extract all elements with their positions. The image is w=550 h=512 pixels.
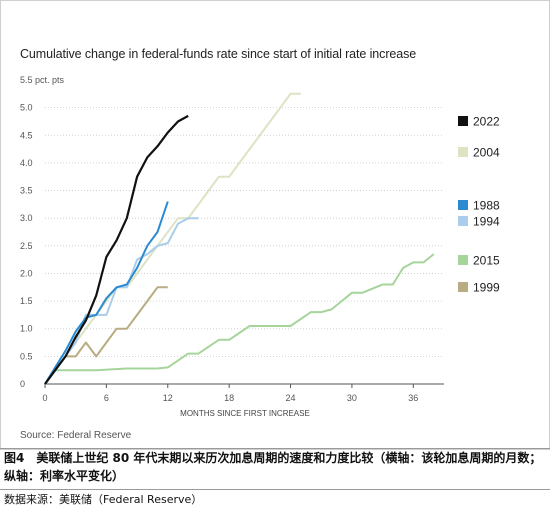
figure-caption: 图4 美联储上世纪 80 年代末期以来历次加息周期的速度和力度比较（横轴：该轮加… — [4, 451, 542, 483]
source-divider — [0, 489, 550, 490]
legend-label-1994: 1994 — [473, 215, 500, 229]
y-tick-label: 3.0 — [20, 213, 33, 223]
x-tick-label: 36 — [408, 393, 418, 403]
legend-label-2004: 2004 — [473, 146, 500, 160]
legend-swatch-2004 — [458, 147, 468, 157]
x-tick-label: 30 — [347, 393, 357, 403]
chart-series-lines — [44, 92, 435, 385]
y-tick-label: 0 — [20, 379, 25, 389]
y-tick-label: 2.5 — [20, 241, 33, 251]
x-tick-label: 12 — [163, 393, 173, 403]
y-tick-label: 3.5 — [20, 186, 33, 196]
y-tick-label: 5.0 — [20, 103, 33, 113]
y-tick-label: 1.0 — [20, 324, 33, 334]
chart-title: Cumulative change in federal-funds rate … — [20, 47, 417, 61]
legend-swatch-1988 — [458, 200, 468, 210]
x-tick-labels: 0 6 12 18 24 30 36 — [42, 393, 418, 403]
legend-swatch-1999 — [458, 282, 468, 292]
series-line-1988 — [44, 201, 169, 385]
chart-grid — [44, 107, 444, 388]
legend-label-1988: 1988 — [473, 199, 500, 213]
legend-swatch-2015 — [458, 255, 468, 265]
x-axis-label: MONTHS SINCE FIRST INCREASE — [180, 409, 310, 418]
series-line-2022 — [44, 114, 189, 385]
line-chart: 0 0.5 1.0 1.5 2.0 2.5 3.0 3.5 4.0 4.5 5.0 5.5 pct. … — [20, 75, 500, 418]
y-tick-label: 2.0 — [20, 268, 33, 278]
caption-divider — [0, 448, 550, 449]
series-line-1994 — [44, 217, 199, 385]
y-tick-label: 4.0 — [20, 158, 33, 168]
series-line-2004 — [44, 92, 301, 385]
chart-legend: 2022 2004 1988 1994 2015 1999 — [458, 115, 500, 295]
x-tick-label: 24 — [286, 393, 296, 403]
y-tick-label: 1.5 — [20, 296, 33, 306]
data-source-note: 数据来源：美联储（Federal Reserve） — [4, 493, 203, 506]
legend-label-2015: 2015 — [473, 254, 500, 268]
series-line-2015 — [44, 253, 435, 385]
x-tick-label: 18 — [224, 393, 234, 403]
legend-label-2022: 2022 — [473, 115, 500, 129]
legend-swatch-2022 — [458, 116, 468, 126]
x-tick-label: 0 — [42, 393, 47, 403]
x-tick-label: 6 — [104, 393, 109, 403]
y-tick-label: 5.5 pct. pts — [20, 75, 65, 85]
source-note: Source: Federal Reserve — [20, 430, 132, 441]
y-tick-label: 4.5 — [20, 130, 33, 140]
legend-label-1999: 1999 — [473, 281, 500, 295]
legend-swatch-1994 — [458, 216, 468, 226]
y-tick-labels: 0 0.5 1.0 1.5 2.0 2.5 3.0 3.5 4.0 4.5 5.0 5.5 pct. … — [20, 75, 65, 389]
y-tick-label: 0.5 — [20, 351, 33, 361]
